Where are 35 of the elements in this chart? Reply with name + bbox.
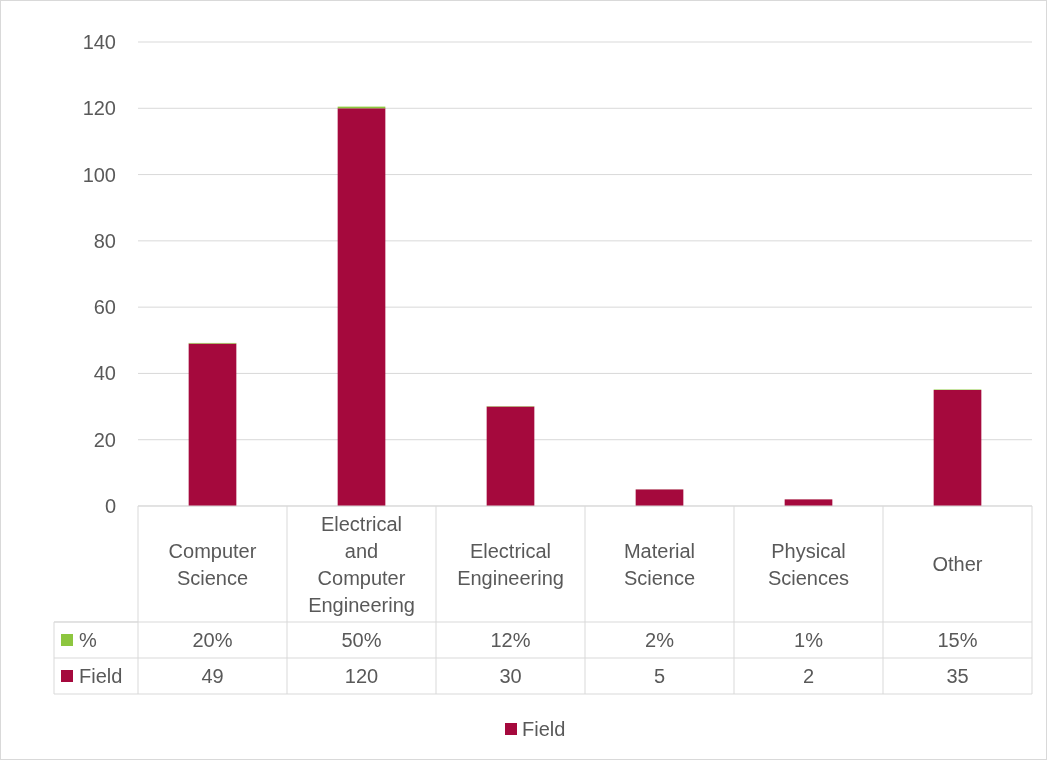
x-tick-label: Electrical Engineering [457, 539, 564, 589]
y-tick-label: 40 [93, 362, 116, 385]
data-label: 120 [344, 665, 379, 687]
bar [486, 406, 535, 506]
bar [337, 108, 386, 506]
data-label: 50% [341, 629, 382, 651]
y-tick-label: 120 [82, 97, 116, 120]
data-label: 30 [499, 665, 522, 687]
y-tick-label: 100 [82, 163, 116, 186]
bar [635, 489, 684, 506]
y-tick-label: 80 [93, 229, 116, 252]
y-tick-label: 60 [93, 296, 116, 319]
x-tick-label: Material Science [623, 539, 696, 589]
legend-label: Field [79, 665, 123, 687]
data-label: 49 [201, 665, 224, 687]
x-tick-label: Other [932, 553, 983, 575]
y-tick-label: 0 [104, 495, 116, 517]
bar [188, 343, 237, 506]
data-label: 2% [645, 629, 675, 651]
data-label: 15% [937, 629, 978, 651]
data-label: 12% [490, 629, 531, 651]
y-tick-label: 20 [93, 428, 116, 451]
bar [933, 390, 982, 506]
bar [784, 499, 833, 506]
x-tick-label: Electrical and Computer Engineering [308, 512, 415, 616]
y-tick-label: 140 [82, 31, 116, 53]
data-label: 20% [192, 629, 233, 651]
x-tick-label: Computer Science [168, 539, 257, 589]
data-label: 35 [946, 665, 969, 687]
x-tick-label: Physical Sciences [767, 539, 850, 589]
legend-label: % [79, 629, 97, 651]
data-label: 5 [653, 665, 666, 687]
data-label: 2 [802, 665, 815, 687]
data-label: 1% [794, 629, 824, 651]
text: Field [522, 718, 566, 740]
